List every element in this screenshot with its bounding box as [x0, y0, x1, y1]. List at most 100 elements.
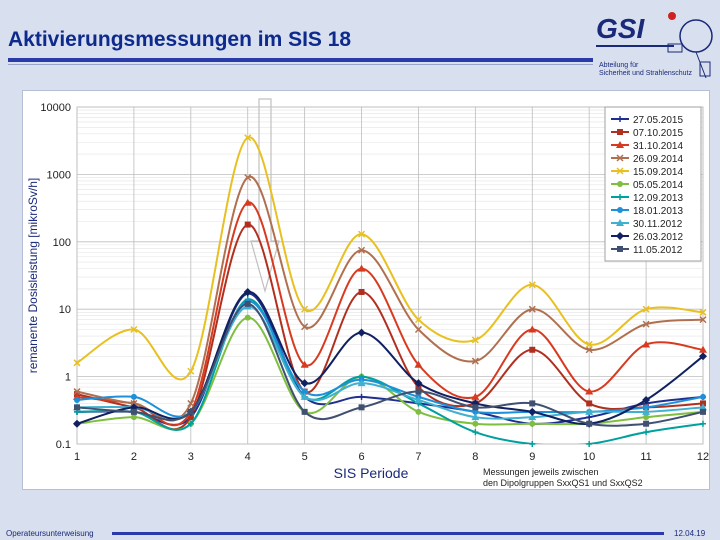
data-point-s3-7: [471, 357, 479, 365]
data-point-s4-7: [471, 336, 479, 344]
x-tick-label: 4: [245, 451, 251, 463]
legend-marker-8: [616, 219, 624, 226]
legend-label-8: 30.11.2012: [633, 219, 683, 230]
data-point-s8-8: [528, 413, 537, 421]
data-point-s7-0: [74, 396, 80, 403]
x-tick-label: 5: [302, 451, 308, 463]
gsi-logo-icon: GSI: [596, 12, 713, 79]
data-point-s3-10: [642, 320, 650, 328]
data-point-s9-11: [699, 352, 707, 361]
data-point-s7-4: [301, 388, 308, 395]
data-point-s4-8: [528, 281, 536, 289]
gsi-logo: GSI: [596, 12, 713, 79]
data-point-s10-3: [244, 300, 251, 307]
footer-left: Operateursunterweisung: [6, 529, 94, 538]
legend-label-2: 31.10.2014: [633, 141, 683, 152]
slide-title: Aktivierungsmessungen im SIS 18: [8, 28, 352, 51]
data-point-s6-7: [472, 429, 479, 436]
data-point-s10-11: [700, 408, 706, 415]
data-point-s9-10: [642, 395, 651, 404]
data-point-s2-11: [699, 345, 707, 353]
data-point-s6-2: [187, 420, 194, 427]
data-point-s4-2: [187, 367, 195, 375]
data-point-s5-6: [415, 408, 422, 415]
data-point-s4-3: [244, 134, 252, 142]
data-point-s9-4: [300, 379, 309, 388]
data-point-s10-7: [472, 404, 479, 411]
data-point-s3-5: [358, 246, 366, 254]
legend-label-3: 26.09.2014: [633, 154, 683, 165]
data-point-s4-0: [73, 359, 81, 367]
x-tick-label: 10: [583, 451, 595, 463]
data-point-s10-1: [130, 408, 137, 415]
data-point-s2-3: [243, 198, 252, 206]
data-point-s5-10: [643, 414, 650, 421]
y-tick-label: 1: [65, 372, 71, 384]
data-point-s3-0: [73, 388, 81, 396]
data-point-s9-3: [243, 287, 252, 296]
data-point-s6-11: [700, 420, 706, 427]
x-tick-label: 3: [188, 451, 194, 463]
data-point-s4-5: [358, 230, 366, 238]
x-tick-label: 9: [529, 451, 535, 463]
x-tick-label: 2: [131, 451, 137, 463]
data-point-s1-3: [244, 221, 251, 228]
data-point-s6-10: [643, 429, 650, 436]
legend-label-4: 15.09.2014: [633, 167, 683, 178]
data-point-s8-5: [357, 379, 366, 387]
x-tick-label: 7: [415, 451, 421, 463]
data-point-s8-6: [414, 395, 423, 403]
x-tick-label: 6: [358, 451, 364, 463]
department-label: Abteilung für Sicherheit und Strahlensch…: [599, 62, 717, 78]
x-axis-title: SIS Periode: [334, 465, 409, 481]
footer-rule: [112, 532, 664, 535]
data-point-s9-8: [528, 407, 537, 416]
data-point-s8-11: [699, 403, 707, 411]
data-point-s10-4: [301, 408, 308, 415]
data-point-s4-11: [699, 308, 707, 316]
data-point-s10-8: [529, 400, 536, 407]
data-point-s9-6: [414, 379, 423, 388]
title-rule: [8, 58, 593, 62]
data-point-s4-4: [301, 305, 309, 313]
data-point-s7-10: [643, 404, 650, 411]
x-tick-label: 12: [697, 451, 709, 463]
data-point-s10-10: [643, 420, 650, 427]
y-axis-title: remanente Dosisleistung [mikroSv/h]: [26, 178, 40, 373]
x-tick-label: 1: [74, 451, 80, 463]
y-tick-label: 1000: [47, 169, 71, 181]
legend-marker-4: [616, 167, 624, 175]
department-line1: Abteilung für: [599, 62, 639, 69]
data-point-s2-6: [414, 360, 423, 368]
title-rule-thin: [8, 64, 593, 65]
legend-label-9: 26.03.2012: [633, 232, 683, 243]
data-point-s2-5: [357, 264, 366, 272]
legend-marker-7: [617, 207, 623, 213]
y-tick-label: 100: [53, 237, 71, 249]
y-tick-label: 0.1: [56, 439, 71, 451]
data-point-s10-0: [74, 404, 80, 411]
data-point-s2-7: [471, 392, 480, 400]
data-point-s5-1: [130, 414, 137, 421]
legend-label-10: 11.05.2012: [633, 245, 683, 256]
data-point-s2-4: [300, 360, 309, 368]
legend-label-1: 07.10.2015: [633, 128, 683, 139]
y-tick-label: 10000: [40, 102, 71, 114]
legend-marker-3: [616, 154, 624, 162]
data-point-s3-8: [528, 305, 536, 313]
data-point-s1-5: [358, 288, 365, 295]
data-point-s10-6: [415, 388, 422, 395]
data-point-s6-8: [529, 441, 536, 447]
data-point-s7-11: [700, 393, 706, 400]
legend-marker-2: [616, 141, 624, 148]
chart-container: 0.1 1 10 100 1000 10000 1 2 3 4 5 6 7 8 9 10 11 12 remanen…: [22, 90, 710, 490]
footer-date: 12.04.19: [674, 529, 706, 538]
data-point-s8-4: [300, 392, 309, 400]
data-point-s0-9: [586, 414, 593, 421]
data-point-s8-9: [585, 407, 594, 415]
data-point-s2-8: [528, 325, 537, 333]
data-point-s1-8: [529, 346, 536, 353]
data-point-s5-7: [472, 420, 479, 427]
data-point-s8-10: [642, 407, 651, 415]
department-line2: Sicherheit und Strahlenschutz: [599, 70, 692, 77]
